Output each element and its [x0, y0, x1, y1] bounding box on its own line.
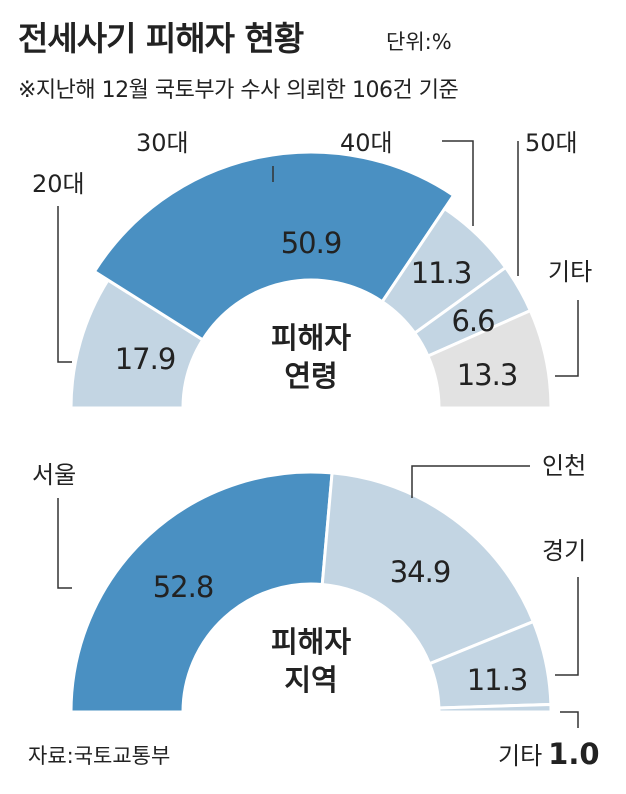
value-label: 52.8	[153, 570, 214, 604]
category-label: 인천	[542, 452, 586, 480]
value-label: 11.3	[467, 663, 528, 697]
leader-line	[555, 577, 579, 676]
value-label: 50.9	[281, 226, 342, 260]
category-label: 40대	[340, 129, 393, 157]
slice-기타	[437, 702, 553, 714]
value-label: 34.9	[390, 555, 451, 589]
category-label: 30대	[136, 129, 189, 157]
value-label: 6.6	[451, 304, 494, 338]
center-label: 피해자	[271, 625, 351, 659]
leader-line	[57, 206, 72, 363]
center-label: 피해자	[271, 321, 351, 355]
category-label: 기타 1.0	[498, 737, 600, 771]
leader-line	[411, 465, 530, 498]
leader-line	[442, 140, 474, 226]
center-label-sub: 연령	[284, 359, 337, 393]
slice-서울	[69, 470, 334, 714]
leader-line	[555, 300, 579, 377]
category-label: 경기	[542, 537, 586, 565]
category-label: 서울	[32, 461, 76, 489]
value-label: 11.3	[411, 256, 472, 290]
slice-인천	[320, 471, 536, 666]
leader-line	[57, 498, 72, 589]
category-label: 기타	[548, 258, 592, 286]
category-label: 20대	[32, 170, 85, 198]
value-label: 17.9	[115, 342, 176, 376]
leader-line	[560, 711, 579, 728]
unit-label: 단위:%	[386, 30, 452, 54]
category-label: 50대	[525, 129, 578, 157]
center-label-sub: 지역	[284, 663, 337, 697]
source-note: 자료:국토교통부	[28, 744, 171, 768]
page-title: 전세사기 피해자 현황	[18, 19, 304, 58]
value-label: 13.3	[457, 358, 518, 392]
slice-30대	[92, 150, 456, 342]
slice-기타	[426, 308, 553, 410]
value-label: 1.0	[548, 737, 599, 771]
footnote: ※지난해 12월 국토부가 수사 의뢰한 106건 기준	[18, 78, 459, 103]
